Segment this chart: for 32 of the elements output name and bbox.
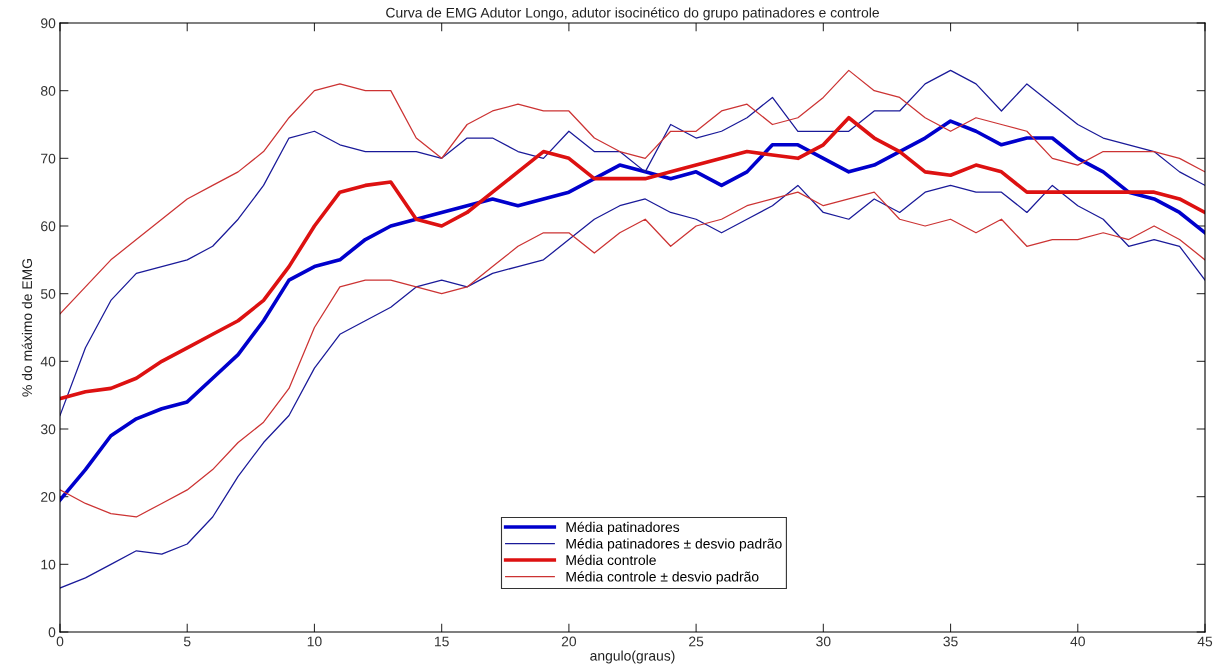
x-tick-label: 30 [816,636,831,647]
x-tick-label: 35 [943,636,958,647]
line-series [60,184,1205,589]
line-series [60,115,1205,401]
x-tick-label: 25 [689,636,704,647]
line-series [60,69,1205,315]
legend-label: Média patinadores ± desvio padrão [566,538,782,552]
y-tick-label: 50 [40,289,56,299]
x-tick-label: 10 [307,636,322,647]
x-tick-label: 45 [1197,636,1213,647]
legend-label: Média controle [566,554,656,566]
chart-title: Curva de EMG Adutor Longo, adutor isocinético do grupo patinadores e controle [386,7,879,21]
legend-label: Média controle ± desvio padrão [566,571,759,585]
x-tick-label: 20 [561,636,577,647]
y-tick-label: 30 [40,424,56,435]
x-tick-label: 40 [1070,636,1085,647]
x-tick-label: 15 [435,636,449,647]
legend-label: Média patinadores [566,521,680,535]
y-tick-label: 20 [41,492,56,502]
y-axis-title: % do máximo de EMG [21,259,33,397]
y-tick-label: 60 [41,221,56,232]
y-tick-label: 80 [40,86,56,96]
x-axis-title: angulo(graus) [590,650,675,664]
y-tick-label: 90 [41,18,56,29]
y-tick-label: 10 [41,559,56,570]
x-tick-label: 0 [56,636,64,647]
y-tick-label: 0 [48,627,56,638]
y-tick-label: 40 [40,356,56,367]
x-tick-label: 5 [183,636,191,647]
line-series [60,119,1205,502]
line-series [60,191,1205,518]
y-tick-label: 70 [41,153,56,164]
